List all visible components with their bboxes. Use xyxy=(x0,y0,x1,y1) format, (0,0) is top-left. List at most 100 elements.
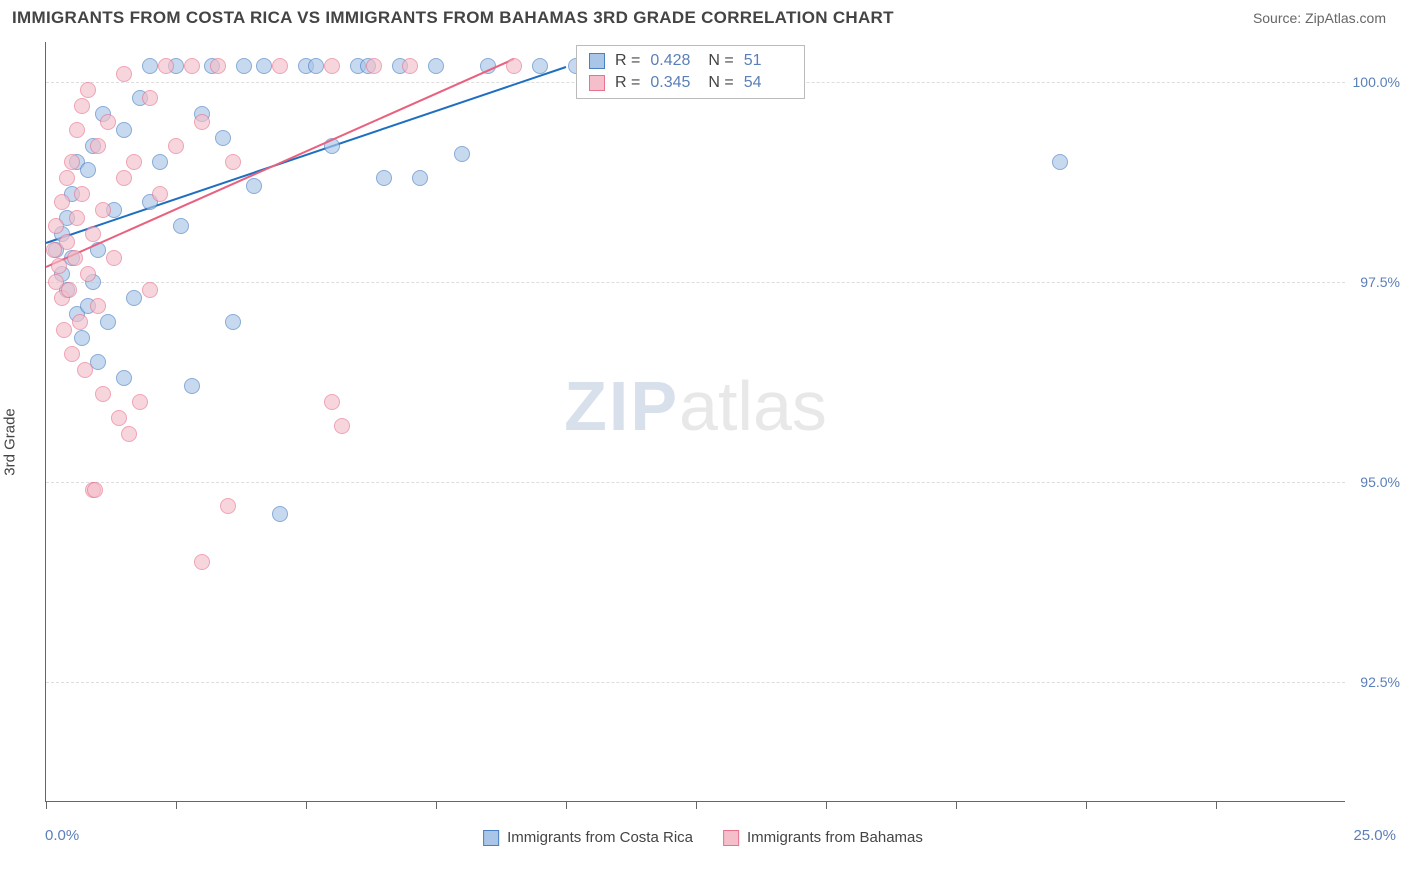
watermark: ZIPatlas xyxy=(564,366,827,446)
data-point xyxy=(80,266,96,282)
data-point xyxy=(308,58,324,74)
data-point xyxy=(376,170,392,186)
data-point xyxy=(54,194,70,210)
data-point xyxy=(74,186,90,202)
data-point xyxy=(366,58,382,74)
data-point xyxy=(100,114,116,130)
data-point xyxy=(95,386,111,402)
data-point xyxy=(64,346,80,362)
legend-label: Immigrants from Bahamas xyxy=(747,829,923,846)
stats-row: R = 0.345N = 54 xyxy=(589,72,792,94)
source-attribution: Source: ZipAtlas.com xyxy=(1253,10,1386,26)
data-point xyxy=(454,146,470,162)
x-tick xyxy=(826,801,827,809)
data-point xyxy=(61,282,77,298)
data-point xyxy=(87,482,103,498)
data-point xyxy=(69,210,85,226)
plot-area: ZIPatlas 92.5%95.0%97.5%100.0%R = 0.428N… xyxy=(45,42,1345,802)
data-point xyxy=(215,130,231,146)
data-point xyxy=(106,250,122,266)
data-point xyxy=(48,218,64,234)
stats-row: R = 0.428 N = 51 xyxy=(589,50,792,72)
data-point xyxy=(142,90,158,106)
legend-item: Immigrants from Costa Rica xyxy=(483,829,693,846)
data-point xyxy=(402,58,418,74)
data-point xyxy=(236,58,252,74)
data-point xyxy=(90,298,106,314)
data-point xyxy=(272,506,288,522)
legend-swatch xyxy=(723,830,739,846)
data-point xyxy=(74,98,90,114)
data-point xyxy=(184,378,200,394)
legend-label: Immigrants from Costa Rica xyxy=(507,829,693,846)
series-swatch xyxy=(589,75,605,91)
data-point xyxy=(80,82,96,98)
data-point xyxy=(168,138,184,154)
r-label: R = xyxy=(615,52,640,70)
trend-line xyxy=(46,58,515,268)
data-point xyxy=(246,178,262,194)
trend-line xyxy=(46,66,567,244)
y-tick-label: 100.0% xyxy=(1353,74,1400,90)
x-tick xyxy=(1086,801,1087,809)
data-point xyxy=(184,58,200,74)
data-point xyxy=(142,58,158,74)
data-point xyxy=(116,66,132,82)
data-point xyxy=(69,122,85,138)
data-point xyxy=(72,314,88,330)
x-tick xyxy=(1216,801,1217,809)
x-tick xyxy=(436,801,437,809)
data-point xyxy=(225,154,241,170)
chart-container: 3rd Grade ZIPatlas 92.5%95.0%97.5%100.0%… xyxy=(0,32,1406,852)
data-point xyxy=(173,218,189,234)
data-point xyxy=(64,154,80,170)
chart-header: IMMIGRANTS FROM COSTA RICA VS IMMIGRANTS… xyxy=(0,0,1406,32)
data-point xyxy=(194,554,210,570)
n-label: N = xyxy=(708,74,733,92)
data-point xyxy=(51,258,67,274)
data-point xyxy=(428,58,444,74)
gridline xyxy=(46,682,1345,683)
n-value: 51 xyxy=(744,52,792,70)
data-point xyxy=(1052,154,1068,170)
data-point xyxy=(152,154,168,170)
bottom-legend: Immigrants from Costa Rica Immigrants fro… xyxy=(483,829,923,846)
data-point xyxy=(225,314,241,330)
data-point xyxy=(126,154,142,170)
x-tick xyxy=(566,801,567,809)
r-value: 0.428 xyxy=(650,52,698,70)
y-axis-title: 3rd Grade xyxy=(2,408,19,476)
data-point xyxy=(77,362,93,378)
data-point xyxy=(56,322,72,338)
data-point xyxy=(67,250,83,266)
x-tick xyxy=(176,801,177,809)
data-point xyxy=(532,58,548,74)
n-value: 54 xyxy=(744,74,792,92)
x-tick xyxy=(696,801,697,809)
data-point xyxy=(90,138,106,154)
data-point xyxy=(116,170,132,186)
data-point xyxy=(74,330,90,346)
data-point xyxy=(152,186,168,202)
y-tick-label: 95.0% xyxy=(1360,474,1400,490)
x-axis-max-label: 25.0% xyxy=(1353,827,1396,844)
n-label: N = xyxy=(708,52,733,70)
y-tick-label: 97.5% xyxy=(1360,274,1400,290)
data-point xyxy=(158,58,174,74)
data-point xyxy=(256,58,272,74)
x-tick xyxy=(306,801,307,809)
data-point xyxy=(116,370,132,386)
data-point xyxy=(111,410,127,426)
legend-item: Immigrants from Bahamas xyxy=(723,829,923,846)
r-label: R = xyxy=(615,74,640,92)
data-point xyxy=(116,122,132,138)
legend-swatch xyxy=(483,830,499,846)
data-point xyxy=(59,234,75,250)
data-point xyxy=(220,498,236,514)
gridline xyxy=(46,482,1345,483)
data-point xyxy=(412,170,428,186)
correlation-stats-box: R = 0.428 N = 51 R = 0.345N = 54 xyxy=(576,45,805,99)
watermark-atlas: atlas xyxy=(679,367,827,445)
data-point xyxy=(194,114,210,130)
y-tick-label: 92.5% xyxy=(1360,674,1400,690)
